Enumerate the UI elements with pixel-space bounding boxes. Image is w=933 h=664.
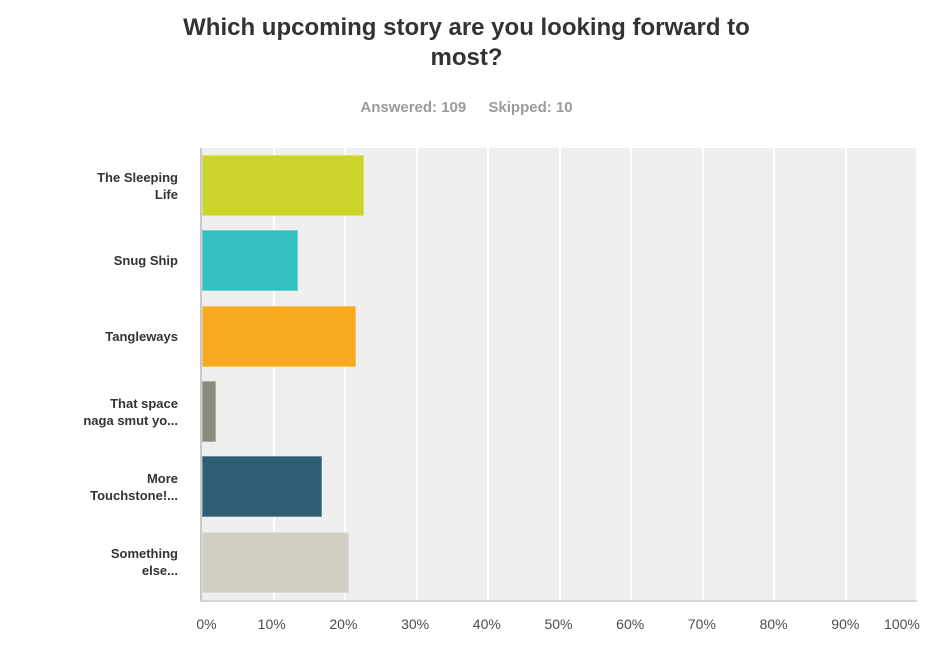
gridline-80: [773, 148, 775, 600]
category-label-that-space-naga-smut-yo: That space naga smut yo...: [0, 374, 178, 449]
category-label-line: else...: [141, 563, 178, 579]
category-label-line: Touchstone!...: [90, 487, 178, 503]
plot-area: [200, 148, 918, 602]
category-label-tangleways: Tangleways: [0, 299, 178, 374]
bar-the-sleeping-life: [202, 155, 364, 216]
category-label-line: Tangleways: [105, 328, 178, 344]
bar-that-space-naga-smut-yo: [202, 381, 217, 442]
x-tick-30pct: 30%: [401, 616, 430, 632]
chart-title: Which upcoming story are you looking for…: [183, 14, 750, 71]
x-tick-20pct: 20%: [329, 616, 358, 632]
skipped-count: Skipped: 10: [488, 99, 573, 116]
category-label-the-sleeping-life: The Sleeping Life: [0, 148, 178, 223]
gridline-50: [558, 148, 561, 600]
category-label-line: Snug Ship: [113, 253, 178, 269]
bar-something-else: [202, 532, 349, 593]
x-tick-90pct: 90%: [831, 616, 860, 632]
x-tick-40pct: 40%: [472, 616, 501, 632]
category-label-line: Something: [110, 546, 178, 562]
x-tick-50pct: 50%: [544, 616, 573, 632]
category-label-line: That space: [110, 395, 178, 411]
gridline-40: [487, 148, 489, 600]
category-label-line: Life: [154, 186, 178, 202]
category-label-snug-ship: Snug Ship: [0, 223, 178, 298]
chart-stats: Answered: 109 Skipped: 10: [0, 99, 933, 116]
x-tick-100pct: 100%: [884, 616, 920, 632]
gridline-20: [344, 148, 346, 600]
answered-count: Answered: 109: [360, 99, 467, 116]
category-label-line: naga smut yo...: [83, 412, 178, 428]
x-axis: 0% 10% 20% 30% 40% 50% 60% 70% 80% 90% 100%: [196, 602, 920, 638]
x-tick-80pct: 80%: [759, 616, 788, 632]
category-label-line: The Sleeping: [97, 169, 178, 185]
gridline-90: [844, 148, 847, 600]
x-tick-60pct: 60%: [616, 616, 645, 632]
category-label-more-touchstone: More Touchstone!...: [0, 449, 178, 524]
gridline-60: [630, 148, 632, 600]
x-tick-0pct: 0%: [196, 616, 217, 632]
bar-tangleways: [202, 306, 356, 367]
category-label-line: More: [146, 470, 178, 486]
x-tick-70pct: 70%: [687, 616, 716, 632]
x-tick-10pct: 10%: [257, 616, 286, 632]
gridline-30: [415, 148, 418, 600]
bar-more-touchstone: [202, 456, 323, 517]
category-axis-labels: The Sleeping Life Snug Ship Tangleways That …: [0, 148, 190, 600]
category-label-something-else: Something else...: [0, 525, 178, 600]
gridline-100: [916, 148, 918, 600]
gridline-10: [272, 148, 275, 600]
bar-snug-ship: [202, 230, 298, 291]
gridline-70: [701, 148, 704, 600]
